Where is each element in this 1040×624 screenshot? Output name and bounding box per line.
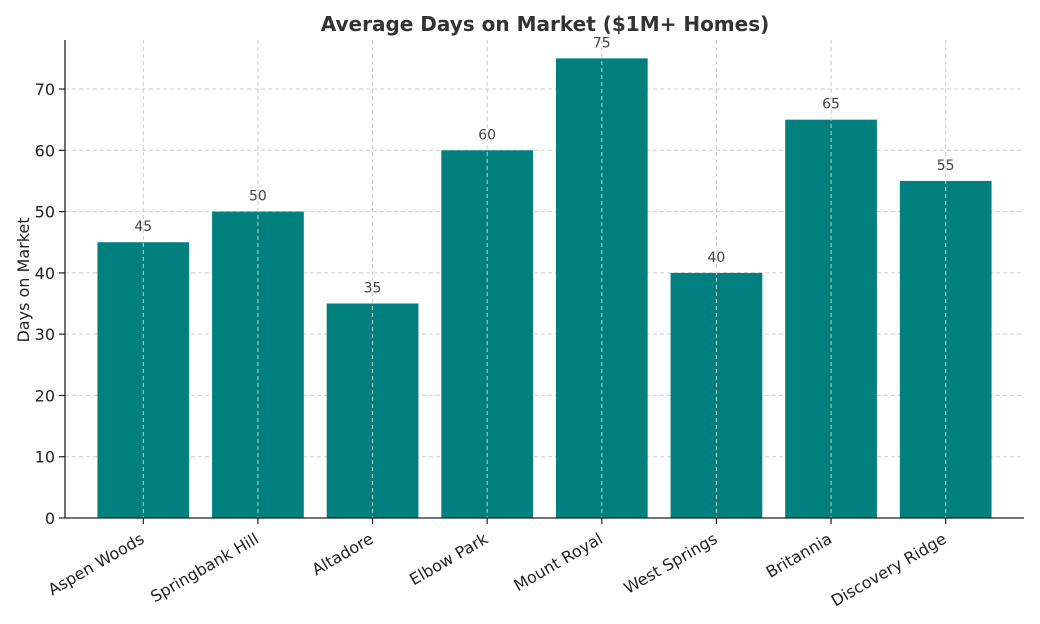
y-axis-label: Days on Market <box>14 217 33 342</box>
y-tick-label: 60 <box>35 141 55 160</box>
x-tick-label: Elbow Park <box>406 529 492 589</box>
data-label: 55 <box>937 158 955 174</box>
data-label: 40 <box>708 250 726 266</box>
x-tick-label: West Springs <box>621 529 721 598</box>
data-label: 35 <box>364 281 382 297</box>
y-tick-label: 30 <box>35 325 55 344</box>
y-tick-label: 50 <box>35 203 55 222</box>
data-label: 60 <box>478 127 496 143</box>
data-label: 75 <box>593 35 611 51</box>
y-tick-label: 10 <box>35 448 55 467</box>
x-tick-label: Altadore <box>309 529 377 579</box>
y-tick-label: 70 <box>35 80 55 99</box>
data-labels: 45 50 35 60 75 40 65 55 <box>134 35 955 518</box>
grid-lines <box>65 88 1024 458</box>
x-tick-label: Aspen Woods <box>45 529 148 599</box>
bars <box>97 58 992 519</box>
y-tick-label: 20 <box>35 386 55 405</box>
y-tick-label: 40 <box>35 264 55 283</box>
data-label: 50 <box>249 189 267 205</box>
x-tick-label: Mount Royal <box>510 529 605 595</box>
x-tick-label: Britannia <box>763 529 835 582</box>
x-tick-label: Discovery Ridge <box>828 529 950 610</box>
x-tick-labels: Aspen Woods Springbank Hill Altadore Elbow … <box>45 529 950 611</box>
y-tick-label: 0 <box>45 509 55 528</box>
bar <box>785 119 877 519</box>
data-label: 65 <box>822 97 840 113</box>
y-tick-labels: 0 10 20 30 40 50 60 70 <box>35 80 55 528</box>
data-label: 45 <box>134 219 152 235</box>
axes <box>59 40 1024 524</box>
chart-title: Average Days on Market ($1M+ Homes) <box>321 12 770 36</box>
x-tick-label: Springbank Hill <box>147 529 262 606</box>
